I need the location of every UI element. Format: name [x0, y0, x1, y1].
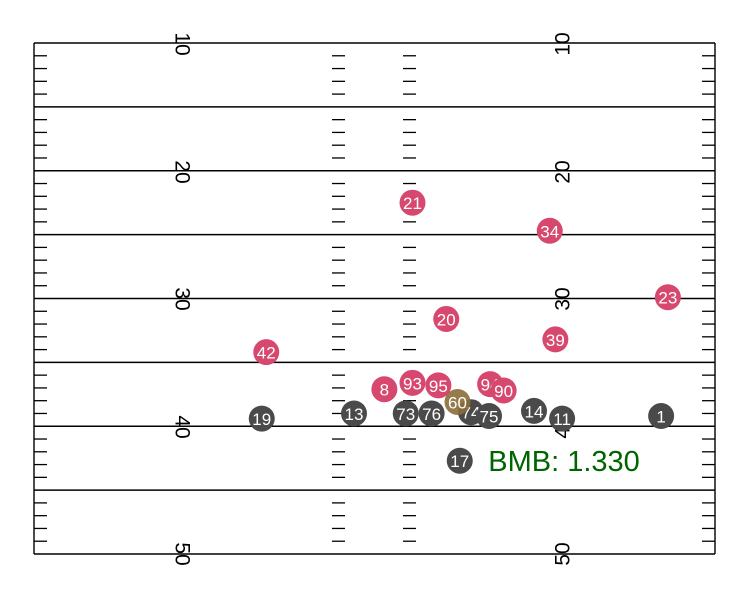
jersey-number: 60 [448, 393, 467, 412]
player-marker [536, 217, 563, 244]
jersey-number: 21 [403, 194, 422, 213]
player-17-offense: 17 [446, 447, 473, 474]
player-76-offense: 76 [418, 400, 445, 427]
player-23-defense: 23 [654, 284, 681, 311]
player-8-defense: 8 [371, 376, 398, 403]
yard-numbers-right: 10 20 30 40 50 [552, 32, 575, 565]
yard-number-30-right: 30 [552, 287, 575, 310]
player-marker [521, 397, 547, 424]
yard-numbers-left: 10 20 30 40 50 [171, 32, 194, 565]
player-marker [490, 377, 517, 404]
jersey-number: 75 [480, 408, 499, 427]
player-75-offense: 75 [476, 403, 502, 430]
jersey-number: 23 [658, 289, 677, 308]
player-95-defense: 95 [425, 372, 452, 399]
jersey-number: 42 [257, 344, 276, 363]
player-marker [399, 189, 426, 216]
jersey-number: 13 [345, 405, 364, 424]
jersey-number: 14 [525, 402, 544, 421]
player-marker [399, 369, 426, 396]
player-marker [418, 400, 445, 427]
player-34-defense: 34 [536, 217, 563, 244]
player-marker [549, 405, 576, 432]
player-marker [648, 403, 675, 430]
hash-marks [34, 55, 715, 542]
player-marker [476, 403, 502, 430]
player-13-offense: 13 [341, 400, 367, 427]
yard-number-20-left: 20 [171, 160, 194, 183]
player-39-defense: 39 [542, 326, 569, 353]
jersey-number: 11 [553, 410, 571, 429]
jersey-number: 19 [252, 410, 271, 429]
player-marker [433, 305, 460, 332]
player-11-offense: 11 [549, 405, 576, 432]
bmb-metric-label: BMB: 1.330 [488, 446, 640, 478]
player-marker [444, 388, 471, 415]
player-21-defense: 21 [399, 189, 426, 216]
jersey-number: 20 [437, 310, 456, 329]
player-marker [392, 400, 419, 427]
jersey-number: 95 [429, 377, 448, 396]
yard-number-20-right: 20 [552, 160, 575, 183]
player-marker [248, 405, 275, 432]
player-42-defense: 42 [253, 339, 280, 366]
jersey-number: 73 [396, 405, 415, 424]
jersey-number: 90 [494, 382, 513, 401]
player-19-offense: 19 [248, 405, 275, 432]
yard-number-50-left: 50 [171, 542, 194, 565]
player-90-defense: 90 [490, 377, 517, 404]
jersey-number: 93 [403, 374, 422, 393]
jersey-number: 34 [540, 222, 559, 241]
jersey-number: 76 [422, 405, 441, 424]
player-marker [542, 326, 569, 353]
player-marker [341, 400, 367, 427]
player-73-offense: 73 [392, 400, 419, 427]
player-marker [371, 376, 398, 403]
player-60-ball_carrier: 60 [444, 388, 471, 415]
jersey-number: 17 [450, 452, 469, 471]
jersey-number: 8 [380, 381, 389, 400]
field-lines [33, 42, 716, 555]
yard-number-10-left: 10 [171, 32, 194, 55]
player-marker [446, 447, 473, 474]
yard-number-50-right: 50 [552, 542, 575, 565]
player-14-offense: 14 [521, 397, 547, 424]
jersey-number: 39 [546, 331, 565, 350]
yard-number-10-right: 10 [552, 32, 575, 55]
player-93-defense: 93 [399, 369, 426, 396]
yard-number-40-left: 40 [171, 415, 194, 438]
player-marker [425, 372, 452, 399]
jersey-number: 1 [656, 408, 665, 427]
player-1-offense: 1 [648, 403, 675, 430]
player-20-defense: 20 [433, 305, 460, 332]
player-marker [253, 339, 280, 366]
player-marker [654, 284, 681, 311]
yard-number-30-left: 30 [171, 287, 194, 310]
